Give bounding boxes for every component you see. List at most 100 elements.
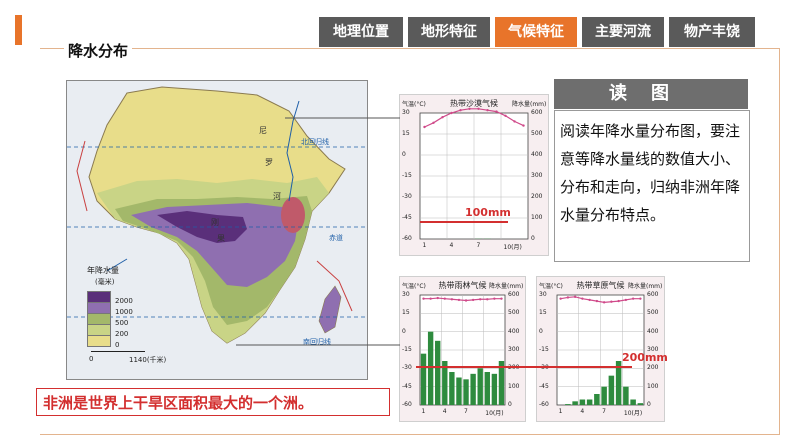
nile-label-1: 尼 [259,126,267,135]
rainforest-chart-title: 热带雨林气候 [438,281,487,290]
legend-title: 年降水量 [87,266,119,275]
month-tick: 7 [464,408,468,415]
read-text: 阅读年降水量分布图，要注意等降水量线的数值大小、分布和走向，归纳非洲年降水量分布… [560,122,741,224]
tropic-south-label: 南回归线 [303,338,331,346]
temperature-tick: 30 [402,291,410,298]
temperature-point [457,298,461,302]
temperature-tick: 15 [539,309,547,317]
precipitation-tick: 500 [647,309,659,317]
temperature-tick: -30 [402,364,412,372]
precip-bar [586,399,593,405]
temperature-tick: 0 [402,327,406,335]
climate-chart-plot [419,107,529,240]
content-frame-top [40,48,780,49]
temperature-point [464,299,468,302]
temperature-point [602,301,606,304]
temperature-tick: -45 [402,214,412,221]
temperature-tick: -45 [539,382,549,390]
precip-bar [435,340,441,405]
savanna-chart-title: 热带草原气候 [576,281,625,290]
temperature-tick: -30 [402,193,412,200]
africa-map-image [67,86,367,344]
legend-label: 200 [115,330,129,338]
precipitation-tick: 200 [508,364,520,372]
precipitation-tick: 0 [647,401,651,408]
temperature-point [522,124,525,127]
precipitation-axis-label: 降水量(mm) [489,283,524,290]
temperature-point [450,298,454,301]
climate-chart-plot [556,294,645,406]
precip-bar [579,399,586,405]
temperature-point [500,297,503,300]
precipitation-tick: 600 [508,291,520,298]
precipitation-tick: 400 [531,151,543,158]
temperature-point [486,298,489,301]
temperature-tick: 15 [402,309,410,317]
congo-label-1: 刚 [211,218,219,227]
legend-label: 500 [115,319,129,327]
temperature-point [617,299,620,303]
tab-climate[interactable]: 气候特征 [495,17,577,47]
temperature-point [471,298,475,302]
temperature-point [432,121,435,124]
month-tick: 4 [449,242,454,249]
month-tick: 10(月) [485,410,504,417]
precip-bar [420,353,427,405]
legend-label: 1000 [115,308,133,316]
temperature-point [610,300,613,303]
month-tick: 1 [422,242,427,249]
conclusion-banner: 非洲是世界上干旱区面积最大的一个洲。 [36,388,390,416]
month-tick: 7 [476,242,481,249]
legend-unit: (毫米) [95,278,115,286]
temperature-point [429,297,432,300]
temperature-axis-label: 气温(°C) [402,101,426,108]
temperature-point [624,298,628,302]
temperature-axis-label: 气温(°C) [402,283,426,290]
tab-terrain[interactable]: 地形特征 [408,17,490,47]
nile-label-3: 河 [273,192,281,201]
temperature-tick: 30 [402,109,410,116]
temperature-line [424,108,524,128]
precipitation-tick: 100 [508,382,520,390]
savanna-climate-chart: 热带草原气候 气温(°C) 降水量(mm) 30 15 0 -15 -30 -45 -60 600… [536,276,665,422]
temperature-point [477,107,480,110]
precip-bar [615,361,622,405]
desert-climate-chart: 热带沙漠气候 气温(°C) 降水量(mm) 30 15 0 -15 -30 -45 -60 600… [399,94,549,256]
precipitation-tick: 500 [531,130,543,137]
tropic-north-label: 北回归线 [301,138,329,146]
rainforest-climate-chart: 热带雨林气候 气温(°C) 降水量(mm) 30 15 0 -15 -30 -45 -60 600… [399,276,526,422]
congo-label-2: 果 [217,234,225,243]
tab-resources[interactable]: 物产丰饶 [669,17,755,47]
precip-bar [427,331,434,405]
precip-bar [470,373,476,405]
precip-bar [594,394,600,405]
legend-label: 2000 [115,297,133,305]
precipitation-tick: 300 [531,172,543,179]
nile-label-2: 罗 [265,158,273,167]
precipitation-tick: 300 [508,346,520,353]
month-tick: 1 [421,408,426,415]
precip-bar [442,361,448,405]
temperature-tick: 15 [402,130,410,137]
temperature-point [639,297,642,300]
legend-swatch [87,335,111,347]
precip-bar [449,372,455,405]
precip-bar [463,379,469,405]
temperature-point [479,298,482,301]
precipitation-tick: 400 [508,327,520,335]
temperature-point [588,298,591,302]
precipitation-tick: 200 [647,364,659,372]
month-tick: 10(月) [623,410,643,417]
temperature-tick: -30 [539,364,549,372]
tab-location[interactable]: 地理位置 [319,17,403,47]
temperature-tick: -60 [402,401,412,408]
temperature-point [441,116,444,119]
scale-bar [91,351,145,352]
precipitation-tick: 400 [647,327,659,335]
precip-bar [484,372,490,405]
temperature-point [423,125,426,129]
scale-end: 1140(千米) [129,356,167,364]
climate-chart-plot [419,294,506,406]
tab-rivers[interactable]: 主要河流 [582,17,664,47]
precip-bar [477,368,483,405]
